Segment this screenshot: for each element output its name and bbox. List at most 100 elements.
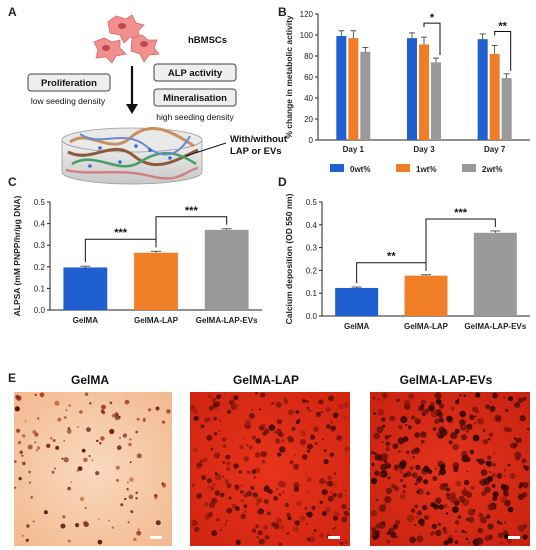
bar xyxy=(336,36,347,140)
y-tick-label: 0.4 xyxy=(306,221,318,230)
bar xyxy=(204,229,249,310)
y-tick-label: 0.2 xyxy=(34,263,46,272)
bar xyxy=(501,78,512,140)
significance-label: ** xyxy=(387,251,396,263)
bar xyxy=(63,267,108,310)
x-tick-label: Day 7 xyxy=(484,145,506,154)
chart-d: 0.0 0.1 0.2 0.3 0.4 0.5 Calcium deposition (OD… xyxy=(284,193,530,331)
legend-swatch xyxy=(330,164,344,172)
significance-label: *** xyxy=(114,227,128,239)
x-tick-label: Day 3 xyxy=(413,145,435,154)
y-tick-label: 0.1 xyxy=(34,284,46,293)
chart-b: 0 20 40 60 80 100 120 % change in metabolic act… xyxy=(284,10,530,174)
legend-label: 0wt% xyxy=(350,165,370,174)
scaffold-note-line-1: With/without xyxy=(230,134,288,145)
bar xyxy=(404,275,448,316)
mineralisation-label: Mineralisation xyxy=(163,93,227,104)
chart-c: 0.0 0.1 0.2 0.3 0.4 0.5 ALPSA (mM PNPP/hr/µg D… xyxy=(12,195,262,325)
legend-swatch xyxy=(396,164,410,172)
image-title-gelma: GelMA xyxy=(71,373,109,387)
y-axis-label: % change in metabolic activity xyxy=(284,15,294,139)
y-tick-label: 0.5 xyxy=(34,198,46,207)
image-title-gelma-lap-evs: GelMA-LAP-EVs xyxy=(400,373,493,387)
panel-a: A hBMSCs Proliferation low seeding densi… xyxy=(8,5,288,185)
image-title-gelma-lap: GelMA-LAP xyxy=(233,373,299,387)
bar xyxy=(419,44,429,141)
bar xyxy=(407,38,417,140)
scaffold-illustration xyxy=(61,127,203,185)
significance-bracket xyxy=(423,22,441,56)
bar xyxy=(134,252,178,310)
bar xyxy=(489,53,500,140)
panel-e: E GelMA GelMA-LAP GelMA-LAP-EVs xyxy=(8,371,530,546)
proliferation-label: Proliferation xyxy=(41,78,97,89)
high-density-label: high seeding density xyxy=(156,112,234,122)
x-tick-label: GelMA xyxy=(73,316,99,325)
significance-label: * xyxy=(430,12,435,24)
panel-label-a: A xyxy=(8,5,17,19)
mineralisation-box xyxy=(153,88,237,107)
panel-label-b: B xyxy=(278,5,287,19)
x-tick-label: GelMA-LAP xyxy=(134,316,179,325)
panel-label-c: C xyxy=(8,175,17,189)
significance-label: *** xyxy=(454,207,468,219)
legend-label: 2wt% xyxy=(482,165,502,174)
y-axis-label: Calcium deposition (OD 550 nm) xyxy=(284,193,294,324)
bar xyxy=(335,287,379,316)
cells-illustration xyxy=(93,14,160,64)
scale-bar xyxy=(328,536,340,539)
bar xyxy=(473,232,517,316)
x-tick-label: GelMA-LAP-EVs xyxy=(196,316,258,325)
micrograph-gelma-lap-evs xyxy=(370,392,530,546)
y-tick-label: 0.0 xyxy=(34,306,46,315)
alp-box xyxy=(153,63,237,82)
proliferation-box xyxy=(27,73,111,92)
y-tick-label: 0.3 xyxy=(34,241,46,250)
legend-swatch xyxy=(462,164,476,172)
bar xyxy=(348,38,359,140)
y-tick-label: 0.3 xyxy=(306,244,318,253)
y-tick-label: 0 xyxy=(309,136,314,145)
scale-bar xyxy=(150,536,162,539)
y-tick-label: 0.0 xyxy=(306,312,318,321)
panel-d: D 0.0 0.1 0.2 0.3 0.4 0.5 Calcium deposition (… xyxy=(278,175,530,331)
low-density-label: low seeding density xyxy=(31,96,106,106)
x-tick-label: GelMA-LAP xyxy=(404,322,449,331)
micrograph-gelma xyxy=(14,392,172,546)
significance-bracket xyxy=(155,216,228,248)
x-tick-label: GelMA-LAP-EVs xyxy=(464,322,526,331)
y-tick-label: 60 xyxy=(304,73,313,82)
scaffold-pointer xyxy=(185,142,227,157)
significance-label: ** xyxy=(498,21,507,33)
significance-bracket xyxy=(425,218,496,271)
legend-label: 1wt% xyxy=(416,165,436,174)
y-tick-label: 120 xyxy=(300,10,314,19)
bar xyxy=(360,51,371,140)
cells-label: hBMSCs xyxy=(188,35,227,46)
panel-label-e: E xyxy=(8,371,16,385)
y-tick-label: 0.5 xyxy=(306,198,318,207)
y-axis-label: ALPSA (mM PNPP/hr/µg DNA) xyxy=(12,195,22,316)
panel-label-d: D xyxy=(278,175,287,189)
panel-c: C 0.0 0.1 0.2 0.3 0.4 0.5 ALPSA (mM PNPP/hr/µg… xyxy=(8,175,262,325)
scaffold-note-line-2: LAP or EVs xyxy=(230,146,282,157)
significance-label: *** xyxy=(185,205,199,217)
y-tick-label: 0.2 xyxy=(306,266,318,275)
y-tick-label: 80 xyxy=(304,52,313,61)
y-tick-label: 100 xyxy=(300,31,314,40)
panel-b: B 0 20 40 60 80 100 120 % change in metabolic a… xyxy=(278,5,530,174)
x-tick-label: GelMA xyxy=(344,322,370,331)
y-tick-label: 0.1 xyxy=(306,289,318,298)
micrograph-gelma-lap xyxy=(190,392,350,546)
significance-bracket xyxy=(494,31,512,71)
scale-bar xyxy=(508,536,520,539)
y-tick-label: 20 xyxy=(304,115,313,124)
arrow-head-icon xyxy=(126,104,138,114)
y-tick-label: 0.4 xyxy=(34,220,46,229)
alp-label: ALP activity xyxy=(168,68,223,79)
bar xyxy=(477,39,488,141)
x-tick-label: Day 1 xyxy=(343,145,365,154)
y-tick-label: 40 xyxy=(304,94,313,103)
bar xyxy=(431,62,441,140)
